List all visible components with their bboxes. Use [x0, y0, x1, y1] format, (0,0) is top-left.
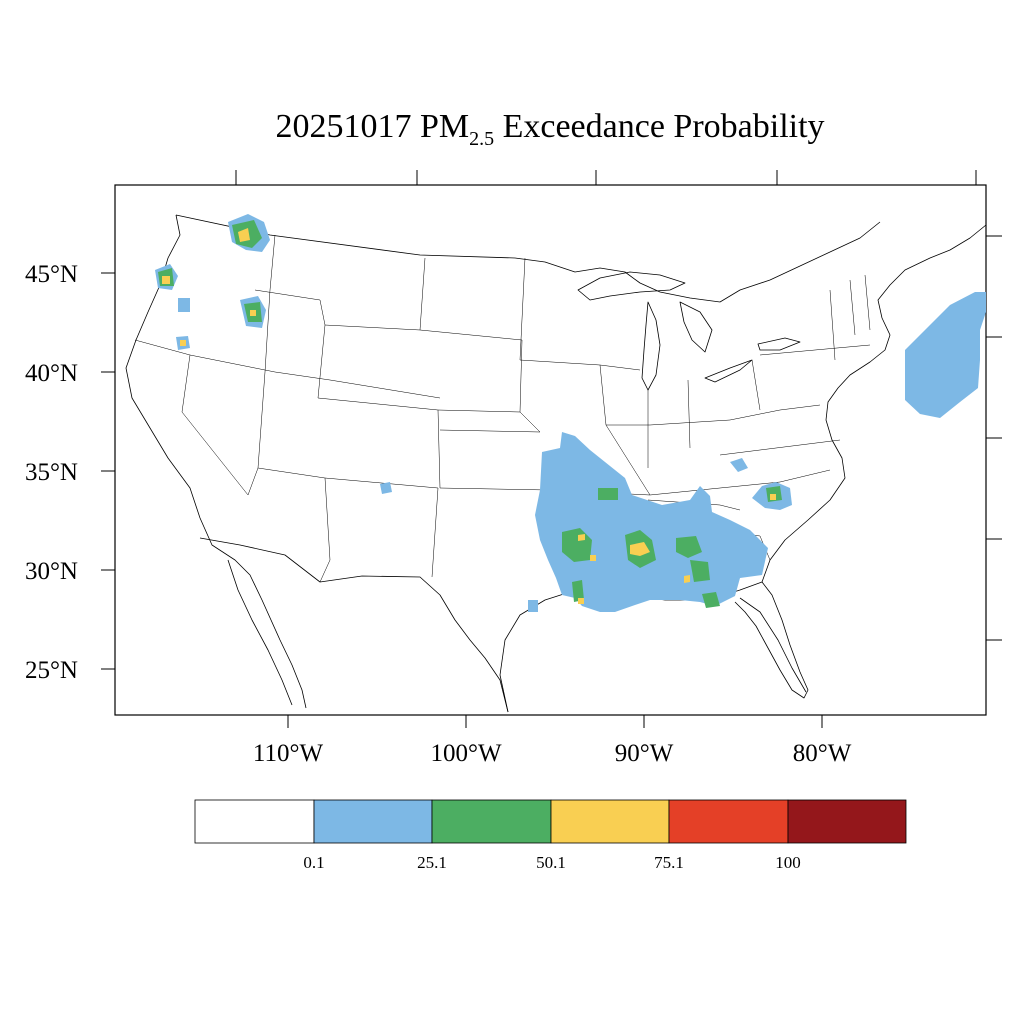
y-tick-label-35n: 35°N	[25, 459, 78, 486]
x-tick-label-100w: 100°W	[430, 740, 501, 767]
y-tick-label-45n: 45°N	[25, 261, 78, 288]
lake-superior	[577, 271, 686, 301]
lake-huron	[679, 301, 713, 353]
florida	[739, 597, 807, 693]
y-tick-label-30n: 30°N	[25, 558, 78, 585]
shade-region-tn	[730, 458, 748, 472]
shade-green-la-2	[572, 580, 584, 602]
x-tick-label-110w: 110°W	[253, 740, 324, 767]
map-title: 20251017 PM2.5 Exceedance Probability	[275, 108, 825, 150]
colorbar-swatch-2	[431, 799, 552, 844]
colorbar-label-1: 25.1	[417, 853, 447, 872]
shade-green-al	[676, 536, 702, 558]
shade-region-nw-4	[178, 298, 190, 312]
geography	[125, 214, 987, 713]
lake-erie	[704, 359, 753, 383]
shade-yellow-ms	[630, 542, 650, 556]
shade-yellow-al	[684, 575, 690, 583]
colorbar-swatch-0	[194, 799, 315, 844]
canada-border	[175, 214, 881, 303]
x-tick-label-90w: 90°W	[615, 740, 674, 767]
x-tick-label-80w: 80°W	[793, 740, 852, 767]
shade-region-atlantic	[905, 292, 986, 418]
baja-coast	[227, 559, 293, 706]
shade-yellow-nw-4	[180, 340, 186, 346]
colorbar-label-3: 75.1	[654, 853, 684, 872]
y-tick-label-40n: 40°N	[25, 360, 78, 387]
shade-region-southcentral	[535, 432, 768, 612]
shade-yellow-nw-2	[162, 276, 170, 284]
y-tick-label-25n: 25°N	[25, 657, 78, 684]
map-frame	[114, 184, 987, 716]
lake-ontario	[757, 337, 801, 351]
shade-yellow-la-2	[590, 555, 596, 561]
probability-shading	[155, 214, 986, 612]
colorbar-label-2: 50.1	[536, 853, 566, 872]
atlantic-coast	[761, 224, 987, 583]
shade-green-al-2	[690, 560, 710, 582]
colorbar	[194, 799, 907, 844]
shade-region-tx-small	[528, 600, 538, 612]
shade-region-nm-small	[380, 482, 392, 494]
colorbar-label-4: 100	[775, 853, 801, 872]
shade-yellow-nc	[770, 494, 776, 500]
shade-green-ar	[598, 488, 618, 500]
axis-ticks	[101, 170, 1002, 728]
shade-green-fl	[702, 592, 720, 608]
colorbar-swatch-1	[313, 799, 433, 844]
shade-yellow-la	[578, 534, 585, 541]
coastline	[125, 214, 307, 709]
mexico-border	[199, 537, 509, 713]
colorbar-swatch-3	[550, 799, 670, 844]
colorbar-swatch-4	[668, 799, 789, 844]
shade-yellow-nw-3	[250, 310, 256, 316]
colorbar-label-0: 0.1	[303, 853, 324, 872]
shade-yellow-la-3	[578, 598, 584, 604]
colorbar-swatch-5	[787, 799, 907, 844]
shade-yellow-nw-1	[238, 228, 250, 242]
